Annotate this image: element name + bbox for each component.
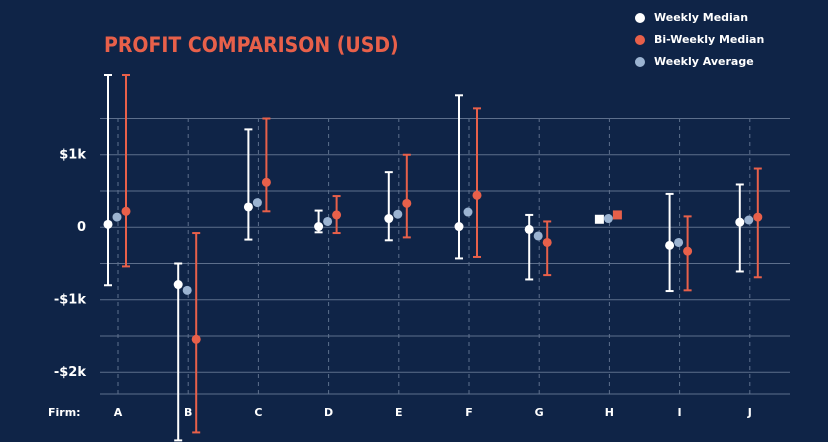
point — [103, 219, 113, 229]
point — [472, 190, 482, 200]
legend-label: Weekly Average — [654, 55, 754, 68]
x-tick-label: E — [395, 406, 403, 419]
point — [683, 246, 693, 256]
x-tick-label: A — [114, 406, 123, 419]
point — [332, 210, 342, 220]
x-tick-label: G — [535, 406, 544, 419]
point — [463, 207, 473, 217]
point — [612, 210, 622, 220]
point — [603, 214, 613, 224]
x-tick-label: I — [678, 406, 682, 419]
point — [191, 334, 201, 344]
legend-marker — [635, 57, 645, 67]
point — [542, 237, 552, 247]
x-tick-label: J — [747, 406, 752, 419]
point — [182, 285, 192, 295]
point — [393, 209, 403, 219]
point — [252, 198, 262, 208]
point — [261, 177, 271, 187]
x-axis-label: Firm: — [48, 406, 81, 419]
chart-title: PROFIT COMPARISON (USD) — [104, 33, 399, 57]
point — [533, 231, 543, 241]
x-tick-label: B — [184, 406, 192, 419]
point — [384, 214, 394, 224]
point — [314, 222, 324, 232]
legend-label: Weekly Median — [654, 11, 748, 24]
point — [173, 280, 183, 290]
point — [243, 202, 253, 212]
y-tick-label: -$1k — [54, 292, 86, 307]
point — [121, 206, 131, 216]
point — [753, 212, 763, 222]
x-tick-label: H — [605, 406, 614, 419]
point — [454, 222, 464, 232]
x-tick-label: D — [324, 406, 333, 419]
y-tick-label: -$2k — [54, 365, 86, 380]
y-tick-label: 0 — [77, 220, 86, 235]
point — [323, 216, 333, 226]
legend-marker — [635, 35, 645, 45]
point — [524, 224, 534, 234]
point — [402, 198, 412, 208]
point — [665, 240, 675, 250]
point — [674, 237, 684, 247]
y-tick-label: $1k — [59, 147, 86, 162]
x-tick-label: C — [254, 406, 262, 419]
x-tick-label: F — [465, 406, 473, 419]
legend-marker — [635, 13, 645, 23]
point — [594, 214, 604, 224]
point — [744, 215, 754, 225]
legend-label: Bi-Weekly Median — [654, 33, 764, 46]
point — [735, 217, 745, 227]
point — [112, 212, 122, 222]
